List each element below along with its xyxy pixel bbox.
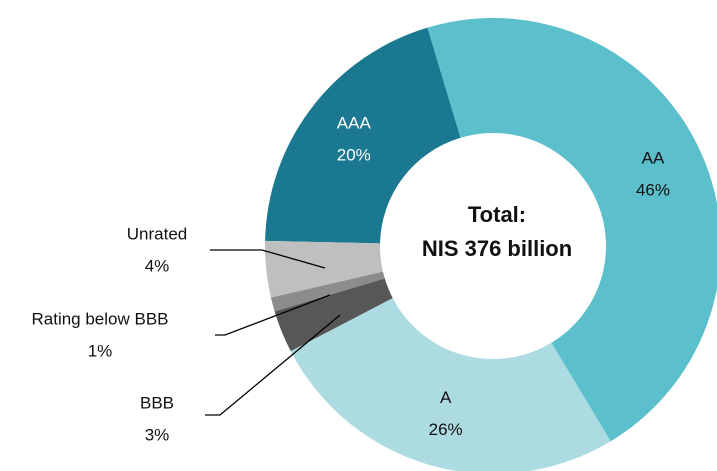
slice-label: Unrated <box>127 224 187 243</box>
donut-slice <box>270 271 385 312</box>
leader-line <box>215 294 331 336</box>
slice-value-label: 20% <box>337 145 371 164</box>
slice-label: A <box>440 388 452 407</box>
slice-label: Rating below BBB <box>31 309 168 328</box>
slice-value-label: 26% <box>429 420 463 439</box>
slice-label: AAA <box>337 113 372 132</box>
slice-value-label: 46% <box>636 181 670 200</box>
center-total: NIS 376 billion <box>422 236 572 261</box>
donut-slice <box>427 18 717 442</box>
donut-slice <box>265 27 461 244</box>
donut-slice <box>274 278 393 352</box>
donut-slice <box>290 298 611 471</box>
donut-slice <box>264 240 383 298</box>
leader-line <box>210 249 326 269</box>
leader-line <box>205 314 341 416</box>
slice-value-label: 4% <box>145 256 170 275</box>
slice-value-label: 1% <box>88 341 113 360</box>
slice-label: BBB <box>140 393 174 412</box>
slice-value-label: 3% <box>145 425 170 444</box>
center-title: Total: <box>468 202 526 227</box>
slice-label: AA <box>642 149 665 168</box>
